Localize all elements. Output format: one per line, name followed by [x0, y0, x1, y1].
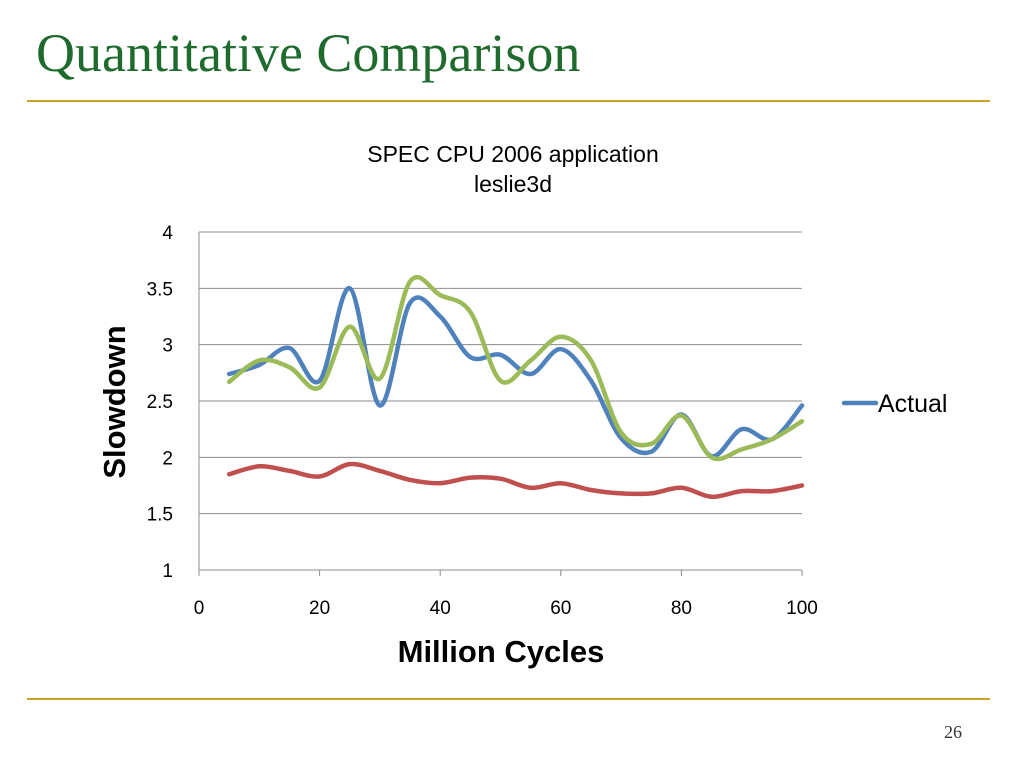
y-tick-label: 2.5 — [147, 392, 173, 413]
y-tick-label: 3.5 — [147, 279, 173, 300]
footer-divider — [27, 698, 990, 700]
chart-subtitle: leslie3d — [474, 171, 552, 197]
x-tick-label: 40 — [430, 598, 451, 619]
chart-title: SPEC CPU 2006 application — [367, 141, 659, 167]
series-line-2 — [226, 461, 805, 500]
series-line-3 — [226, 274, 805, 462]
y-tick-label: 1 — [162, 561, 173, 582]
y-tick-label: 1.5 — [147, 505, 173, 526]
slide-title: Quantitative Comparison — [36, 23, 581, 83]
y-tick-label: 2 — [162, 448, 173, 469]
x-tick-label: 60 — [550, 598, 571, 619]
legend-label: Actual — [878, 390, 947, 418]
x-axis-label: Million Cycles — [398, 634, 605, 669]
x-tick-label: 100 — [786, 598, 818, 619]
series-line-1 — [226, 286, 805, 459]
y-tick-label: 4 — [162, 223, 173, 244]
x-tick-label: 80 — [671, 598, 692, 619]
x-tick-label: 0 — [194, 598, 205, 619]
x-tick-label: 20 — [309, 598, 330, 619]
y-tick-label: 3 — [162, 336, 173, 357]
y-axis-label: Slowdown — [97, 325, 132, 478]
page-number: 26 — [944, 722, 962, 742]
title-divider — [27, 100, 990, 102]
